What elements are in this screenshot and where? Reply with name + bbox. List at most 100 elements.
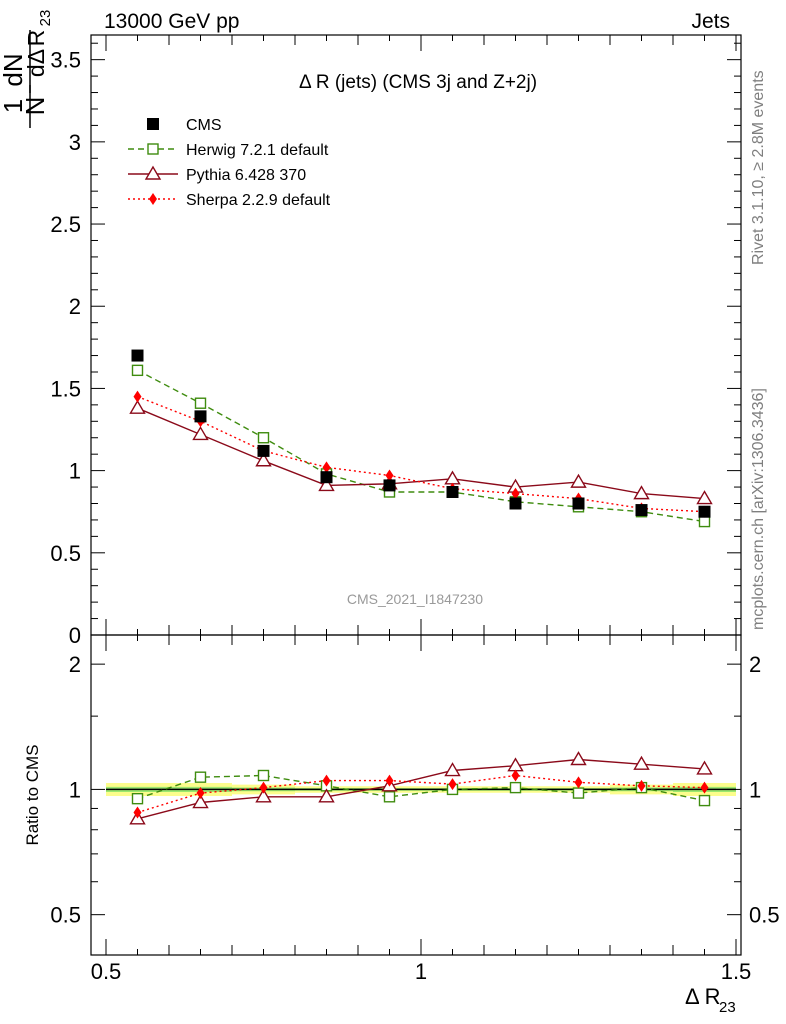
ratio-herwig-point xyxy=(383,791,396,803)
main-y-tick-label: 1 xyxy=(69,459,81,484)
x-axis-label: Δ R 23 xyxy=(685,984,736,1016)
rivet-version-label: Rivet 3.1.10, ≥ 2.8M events xyxy=(750,70,767,265)
ratio-pythia-line xyxy=(137,758,705,820)
main-pythia-point xyxy=(318,477,335,492)
ratio-y-axis-label: Ratio to CMS xyxy=(23,744,42,845)
main-herwig-point xyxy=(257,432,270,444)
main-y-axis-label: 1 N dN dΔ R 23 xyxy=(0,10,54,128)
main-cms-point xyxy=(509,497,522,510)
main-series-layer xyxy=(129,349,713,528)
ratio-y-axis-ticks: 0.5 0.5 1 1 2 2 xyxy=(50,652,779,928)
ratio-herwig-point xyxy=(257,769,270,782)
main-sherpa-point xyxy=(133,390,142,403)
main-herwig-point xyxy=(194,397,207,409)
legend: CMS Herwig 7.2.1 default Pythia 6.428 370 S… xyxy=(128,117,331,209)
header-left: 13000 GeV pp xyxy=(104,10,239,33)
main-pythia-point xyxy=(444,470,461,485)
ratio-pythia-point xyxy=(696,760,713,775)
main-sherpa-point xyxy=(385,469,394,482)
ratio-y-tick-label-right: 2 xyxy=(749,652,761,677)
legend-pythia-marker xyxy=(144,165,162,180)
ylabel-fraction-one: 1 xyxy=(0,99,28,113)
main-y-tick-label: 3 xyxy=(69,130,81,155)
main-pythia-point xyxy=(570,473,587,488)
ratio-y-tick-label-left: 1 xyxy=(69,777,81,802)
ratio-y-tick-label-right: 1 xyxy=(749,777,761,802)
ratio-sherpa-point xyxy=(700,781,709,794)
ratio-herwig-point xyxy=(194,771,207,783)
main-y-tick-label: 0 xyxy=(69,623,81,648)
main-y-tick-label: 0.5 xyxy=(50,541,81,566)
main-sherpa-point xyxy=(322,461,331,474)
ratio-pythia-point xyxy=(255,788,272,803)
ratio-sherpa-point xyxy=(637,779,646,792)
mcplots-label: mcplots.cern.ch [arXiv:1306.3436] xyxy=(750,388,767,630)
chart-title: Δ R (jets) (CMS 3j and Z+2j) xyxy=(299,72,537,93)
main-y-axis-ticks: 0 0.5 1 1.5 2 2.5 3 3.5 xyxy=(50,42,741,648)
ratio-herwig-point xyxy=(572,787,585,799)
ratio-pythia-point xyxy=(633,755,650,770)
ratio-herwig-point xyxy=(509,781,522,794)
main-sherpa-point xyxy=(511,487,520,500)
main-pythia-point xyxy=(192,426,209,441)
main-y-tick-label: 2 xyxy=(69,294,81,319)
main-cms-point xyxy=(635,504,648,517)
main-pythia-line xyxy=(137,407,705,500)
legend-herwig-label: Herwig 7.2.1 default xyxy=(186,142,329,159)
ratio-herwig-point xyxy=(131,792,144,805)
ylabel-dn: dN xyxy=(0,53,28,86)
main-cms-point xyxy=(572,497,585,510)
main-cms-point xyxy=(383,479,396,492)
main-cms-point xyxy=(446,485,459,498)
legend-cms-label: CMS xyxy=(186,117,222,134)
main-cms-point xyxy=(698,505,711,518)
ratio-herwig-point xyxy=(698,794,711,807)
legend-cms-marker xyxy=(147,118,159,130)
ratio-sherpa-point xyxy=(133,806,142,819)
x-axis-ticks: 0.5 1 1.5 xyxy=(91,35,752,984)
ylabel-sub: 23 xyxy=(37,10,54,27)
main-cms-point xyxy=(257,444,270,457)
main-y-tick-label: 1.5 xyxy=(50,376,81,401)
ylabel-r: R xyxy=(23,30,49,47)
ylabel-ddelta: dΔ xyxy=(23,49,49,77)
ratio-sherpa-point xyxy=(448,778,457,791)
ylabel-fraction-n: N xyxy=(20,97,50,116)
legend-pythia-label: Pythia 6.428 370 xyxy=(186,167,306,184)
legend-sherpa-label: Sherpa 2.2.9 default xyxy=(186,192,331,209)
xlabel-main: Δ R xyxy=(685,984,720,1009)
xlabel-sub: 23 xyxy=(719,999,736,1016)
ratio-sherpa-point xyxy=(322,774,331,787)
header-right: Jets xyxy=(691,10,730,33)
ratio-y-tick-label-left: 2 xyxy=(69,652,81,677)
x-tick-label: 0.5 xyxy=(91,959,122,984)
ratio-y-tick-label-right: 0.5 xyxy=(749,903,780,928)
main-herwig-line xyxy=(137,369,705,523)
ratio-series-layer xyxy=(129,751,713,825)
main-pythia-point xyxy=(633,485,650,500)
ratio-sherpa-point xyxy=(511,769,520,782)
main-pythia-point xyxy=(696,490,713,505)
legend-sherpa-marker xyxy=(149,193,157,205)
main-herwig-point xyxy=(698,515,711,528)
ratio-pythia-point xyxy=(192,794,209,809)
main-sherpa-line xyxy=(137,395,705,513)
ratio-sherpa-point xyxy=(259,781,268,794)
legend-herwig-marker xyxy=(147,143,159,155)
x-tick-label: 1.5 xyxy=(721,959,752,984)
ratio-sherpa-point xyxy=(196,787,205,800)
analysis-watermark: CMS_2021_I1847230 xyxy=(347,591,483,607)
ratio-pythia-point xyxy=(570,751,587,766)
ratio-sherpa-point xyxy=(385,774,394,787)
ratio-pythia-point xyxy=(318,788,335,803)
main-pythia-point xyxy=(129,399,146,414)
ratio-pythia-point xyxy=(444,762,461,777)
ratio-y-tick-label-left: 0.5 xyxy=(50,903,81,928)
main-cms-point xyxy=(131,349,144,362)
main-y-tick-label: 2.5 xyxy=(50,212,81,237)
ratio-plot-frame xyxy=(90,634,742,956)
main-pythia-point xyxy=(255,452,272,467)
main-herwig-point xyxy=(131,364,144,377)
ratio-sherpa-point xyxy=(574,776,583,789)
